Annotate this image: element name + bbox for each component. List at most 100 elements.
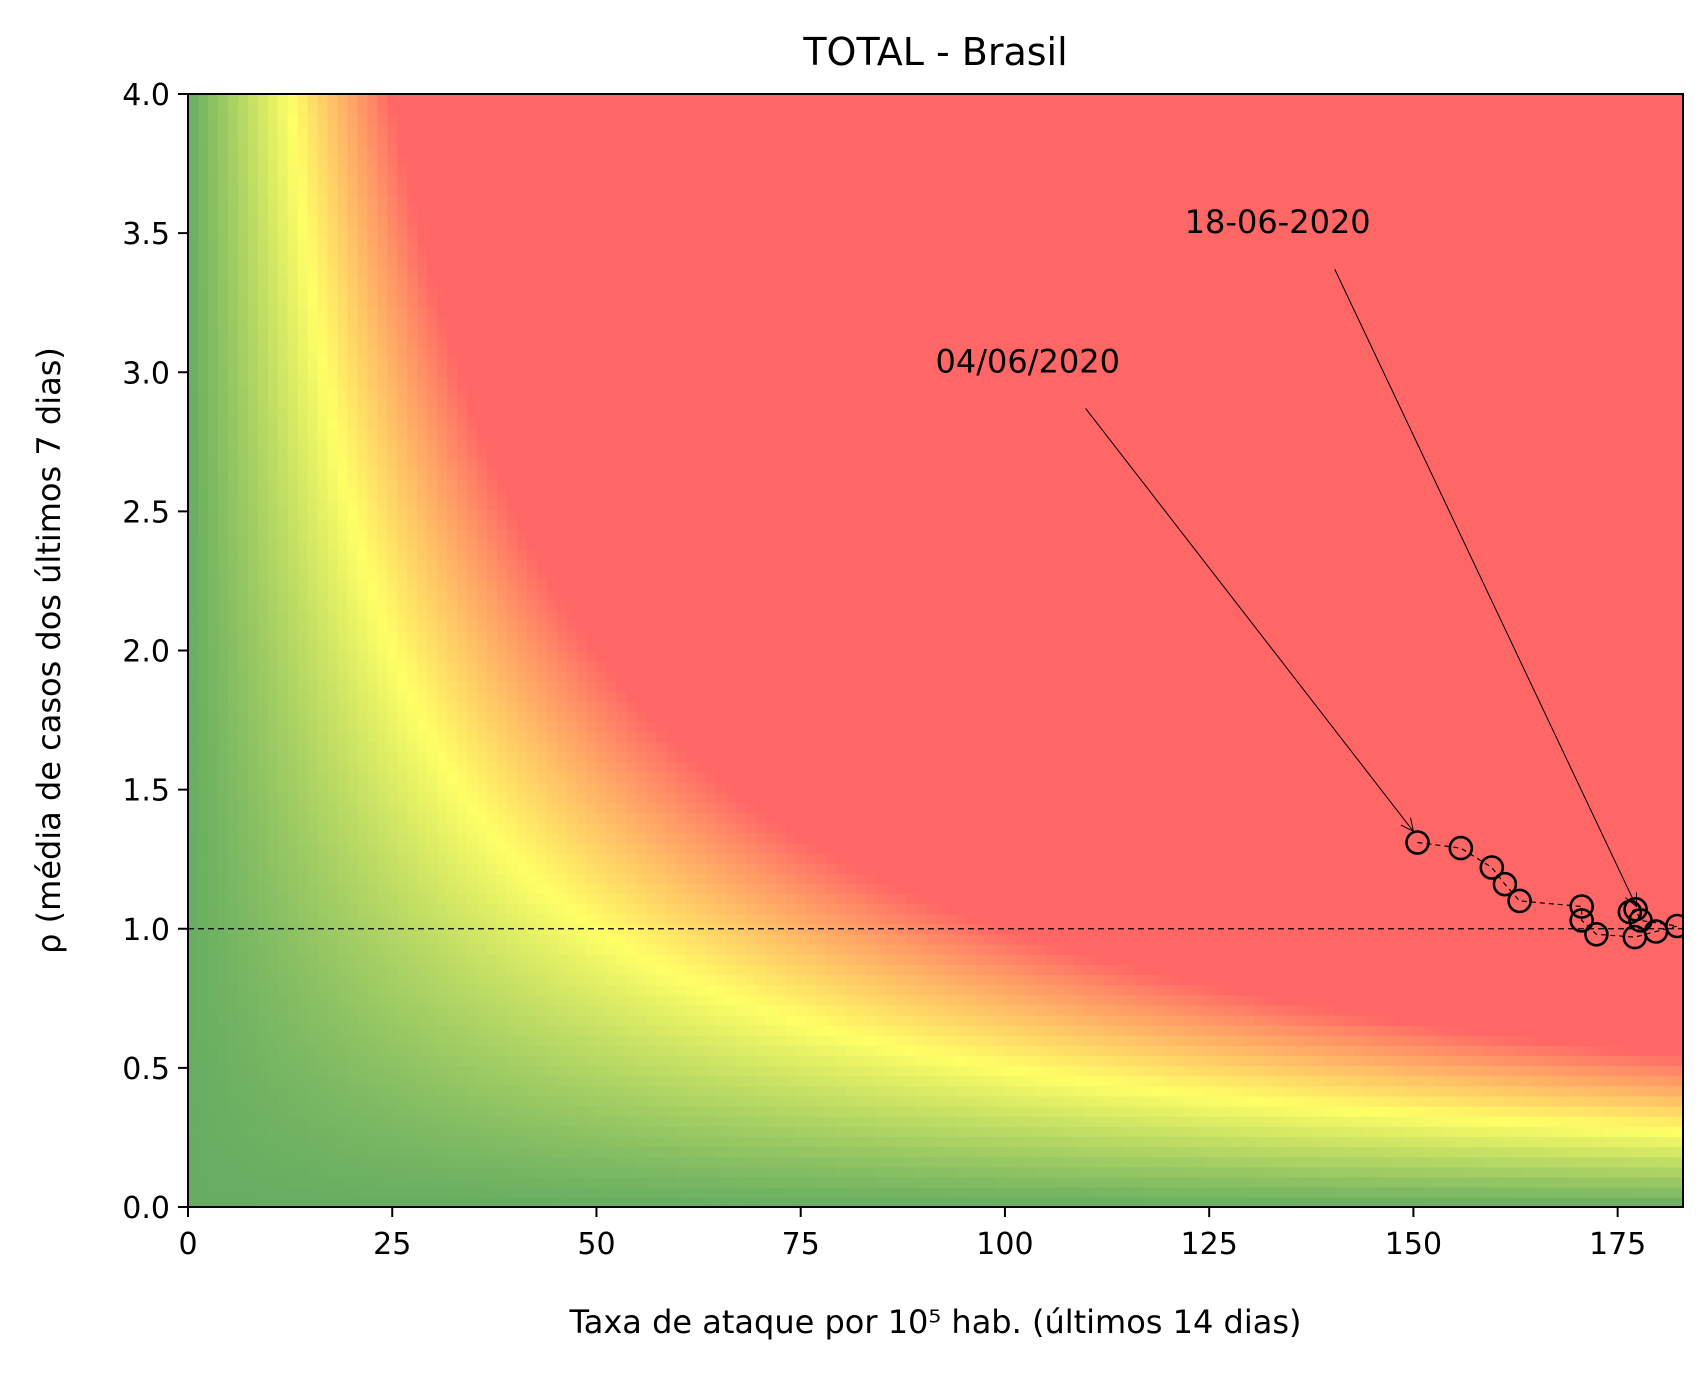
- heatmap-cell: [337, 569, 349, 581]
- heatmap-cell: [267, 670, 279, 682]
- heatmap-cell: [526, 640, 538, 652]
- heatmap-cell: [327, 893, 339, 905]
- heatmap-cell: [197, 650, 209, 662]
- heatmap-cell: [536, 771, 548, 783]
- heatmap-cell: [586, 1014, 598, 1026]
- heatmap-cell: [227, 438, 239, 449]
- heatmap-cell: [526, 1126, 538, 1137]
- heatmap-cell: [536, 94, 548, 105]
- heatmap-cell: [397, 680, 409, 692]
- heatmap-cell: [377, 1126, 389, 1137]
- heatmap-cell: [457, 134, 468, 146]
- heatmap-cell: [247, 1136, 259, 1148]
- heatmap-cell: [457, 1045, 468, 1057]
- heatmap-cell: [427, 367, 438, 379]
- heatmap-cell: [237, 650, 249, 662]
- heatmap-cell: [237, 1075, 249, 1087]
- heatmap-cell: [457, 994, 468, 1006]
- heatmap-cell: [556, 326, 568, 338]
- heatmap-cell: [217, 144, 229, 156]
- heatmap-cell: [377, 569, 389, 581]
- heatmap-cell: [427, 1176, 438, 1188]
- heatmap-cell: [487, 883, 498, 895]
- heatmap-cell: [357, 316, 369, 328]
- heatmap-cell: [536, 883, 548, 895]
- heatmap-cell: [516, 741, 528, 753]
- heatmap-cell: [526, 94, 538, 105]
- heatmap-cell: [327, 124, 339, 136]
- heatmap-cell: [506, 529, 518, 540]
- heatmap-cell: [197, 903, 209, 915]
- heatmap-cell: [307, 812, 319, 824]
- heatmap-cell: [277, 195, 289, 207]
- heatmap-cell: [367, 670, 379, 682]
- heatmap-cell: [227, 529, 239, 540]
- heatmap-cell: [237, 1055, 249, 1067]
- heatmap-cell: [586, 933, 598, 945]
- heatmap-cell: [327, 417, 339, 429]
- heatmap-cell: [267, 508, 279, 520]
- heatmap-cell: [207, 660, 219, 672]
- heatmap-cell: [327, 468, 339, 480]
- heatmap-cell: [297, 286, 309, 298]
- heatmap-cell: [337, 974, 349, 986]
- heatmap-cell: [237, 994, 249, 1006]
- heatmap-cell: [327, 215, 339, 227]
- heatmap-cell: [347, 1004, 359, 1016]
- heatmap-cell: [237, 782, 249, 793]
- heatmap-cell: [496, 1146, 508, 1158]
- heatmap-cell: [516, 154, 528, 166]
- heatmap-cell: [327, 1024, 339, 1036]
- heatmap-cell: [397, 326, 409, 338]
- heatmap-cell: [566, 1146, 578, 1158]
- heatmap-cell: [606, 185, 618, 196]
- heatmap-cell: [437, 407, 448, 419]
- heatmap-cell: [227, 620, 239, 632]
- heatmap-cell: [207, 1105, 219, 1117]
- heatmap-cell: [606, 883, 618, 895]
- heatmap-cell: [217, 316, 229, 328]
- heatmap-cell: [247, 276, 259, 288]
- heatmap-cell: [467, 751, 478, 763]
- heatmap-cell: [447, 1136, 458, 1148]
- heatmap-cell: [467, 852, 478, 864]
- heatmap-cell: [188, 852, 199, 864]
- heatmap-cell: [546, 417, 558, 429]
- heatmap-cell: [357, 1095, 369, 1107]
- heatmap-cell: [297, 792, 309, 804]
- heatmap-cell: [367, 954, 379, 965]
- heatmap-cell: [337, 316, 349, 328]
- heatmap-cell: [327, 579, 339, 591]
- heatmap-cell: [477, 488, 488, 500]
- heatmap-cell: [526, 124, 538, 136]
- heatmap-cell: [407, 154, 419, 166]
- heatmap-cell: [207, 1176, 219, 1188]
- heatmap-cell: [207, 1166, 219, 1178]
- heatmap-cell: [576, 1085, 588, 1097]
- heatmap-cell: [437, 498, 448, 510]
- heatmap-cell: [227, 539, 239, 551]
- heatmap-cell: [237, 964, 249, 976]
- heatmap-cell: [427, 276, 438, 288]
- heatmap-cell: [437, 1075, 448, 1087]
- heatmap-cell: [447, 822, 458, 834]
- heatmap-cell: [367, 974, 379, 986]
- heatmap-cell: [257, 306, 269, 318]
- heatmap-cell: [457, 984, 468, 996]
- heatmap-cell: [576, 701, 588, 713]
- heatmap-cell: [407, 235, 419, 247]
- heatmap-cell: [636, 1034, 648, 1046]
- heatmap-cell: [546, 1156, 558, 1168]
- heatmap-cell: [576, 458, 588, 470]
- heatmap-cell: [616, 964, 628, 976]
- heatmap-cell: [337, 640, 349, 652]
- heatmap-cell: [427, 589, 438, 601]
- heatmap-cell: [427, 185, 438, 196]
- heatmap-cell: [188, 802, 199, 814]
- heatmap-cell: [576, 802, 588, 814]
- heatmap-cell: [556, 205, 568, 217]
- heatmap-cell: [387, 245, 399, 257]
- heatmap-cell: [257, 397, 269, 409]
- heatmap-cell: [526, 539, 538, 551]
- heatmap-cell: [636, 903, 648, 915]
